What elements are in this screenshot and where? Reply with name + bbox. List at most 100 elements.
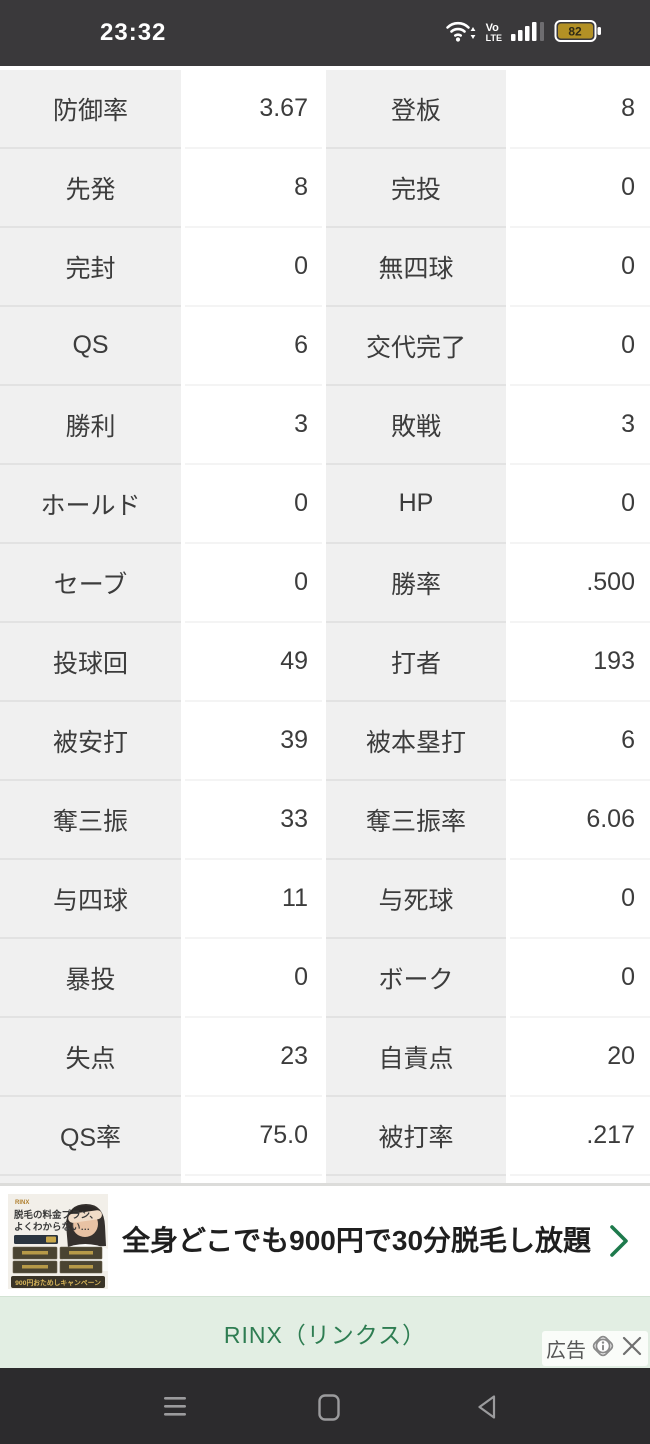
adchoices-info-icon[interactable] [590, 1333, 616, 1364]
stat-label: 奪三振率 [326, 781, 506, 860]
stat-value: .500 [510, 544, 650, 623]
stat-label: ホールド [0, 465, 181, 544]
stat-value: 0 [185, 465, 322, 544]
stat-value: 0 [510, 860, 650, 939]
ad-banner[interactable]: RINX 脱毛の料金プラン、 よくわからない… 900円おためしキャンペーン [0, 1186, 650, 1296]
battery-icon: 82 [554, 18, 602, 49]
table-row: セーブ 0 勝率 .500 [0, 544, 650, 623]
stat-label: 与死球 [326, 860, 506, 939]
stat-label: QS率 [0, 1097, 181, 1176]
stat-value: 3 [185, 386, 322, 465]
svg-text:RINX: RINX [15, 1200, 29, 1206]
wifi-icon [445, 18, 477, 49]
table-row: 先発 8 完投 0 [0, 149, 650, 228]
stat-label: QS [0, 307, 181, 386]
stat-label: 被打率 [326, 1097, 506, 1176]
close-ad-icon[interactable] [620, 1334, 644, 1363]
table-row: ホールド 0 HP 0 [0, 465, 650, 544]
stat-label: 勝率 [326, 544, 506, 623]
back-icon[interactable] [475, 1394, 499, 1425]
chevron-right-icon[interactable] [606, 1222, 632, 1260]
stat-value: 39 [185, 702, 322, 781]
table-row: 投球回 49 打者 193 [0, 623, 650, 702]
stat-label: 被本塁打 [326, 702, 506, 781]
stat-value: 6 [185, 307, 322, 386]
stat-value: 33 [185, 781, 322, 860]
table-row: 暴投 0 ボーク 0 [0, 939, 650, 1018]
stat-value: 8 [185, 149, 322, 228]
stat-value: 6 [510, 702, 650, 781]
stat-label: 敗戦 [326, 386, 506, 465]
stat-label: HP [326, 465, 506, 544]
stat-value: 0 [510, 465, 650, 544]
ad-advertiser-bar[interactable]: RINX（リンクス） 広告 [0, 1296, 650, 1368]
signal-bars-icon [511, 20, 545, 47]
pitching-stats-table: 防御率 3.67 登板 8 先発 8 完投 0 完封 0 無四球 0 QS 6 … [0, 66, 650, 1183]
table-row: QS率 75.0 被打率 .217 [0, 1097, 650, 1176]
stat-value: 0 [510, 939, 650, 1018]
svg-text:900円おためしキャンペーン: 900円おためしキャンペーン [15, 1278, 101, 1287]
stat-value [510, 1176, 650, 1183]
divider [0, 1183, 650, 1186]
stat-label: 与四球 [0, 860, 181, 939]
table-row: 奪三振 33 奪三振率 6.06 [0, 781, 650, 860]
stat-value: 23 [185, 1018, 322, 1097]
stat-value: 49 [185, 623, 322, 702]
table-row: 与四球 11 与死球 0 [0, 860, 650, 939]
stat-value: 20 [510, 1018, 650, 1097]
advertiser-name[interactable]: RINX（リンクス） [223, 1321, 427, 1348]
stat-label: 投球回 [0, 623, 181, 702]
stat-value: 0 [185, 228, 322, 307]
stat-label: 被安打 [0, 702, 181, 781]
stat-label: セーブ [0, 544, 181, 623]
volte-indicator: Vo LTE [485, 22, 502, 43]
stat-label: ボーク [326, 939, 506, 1018]
stat-label: 暴投 [0, 939, 181, 1018]
stat-label: 奪三振 [0, 781, 181, 860]
stat-value: 3 [510, 386, 650, 465]
stat-label: 交代完了 [326, 307, 506, 386]
table-row [0, 1176, 650, 1183]
stat-value: 0 [510, 228, 650, 307]
stat-label: 先発 [0, 149, 181, 228]
svg-text:よくわからない…: よくわからない… [14, 1222, 90, 1233]
stat-value: 75.0 [185, 1097, 322, 1176]
stat-label: 勝利 [0, 386, 181, 465]
stat-value: 0 [185, 939, 322, 1018]
ad-thumbnail-image[interactable]: RINX 脱毛の料金プラン、 よくわからない… 900円おためしキャンペーン [8, 1193, 108, 1289]
svg-text:脱毛の料金プラン、: 脱毛の料金プラン、 [14, 1209, 99, 1221]
ad-label: 広告 [546, 1340, 586, 1362]
ad-label-pill: 広告 [542, 1331, 648, 1366]
stat-value: 0 [185, 544, 322, 623]
table-row: 失点 23 自責点 20 [0, 1018, 650, 1097]
android-nav-bar [0, 1368, 650, 1444]
table-row: 防御率 3.67 登板 8 [0, 70, 650, 149]
recents-menu-icon[interactable] [163, 1394, 187, 1425]
stat-value: 0 [510, 307, 650, 386]
stat-value: 11 [185, 860, 322, 939]
stat-label [0, 1176, 181, 1183]
home-icon[interactable] [318, 1394, 340, 1426]
status-bar: 23:32 Vo LTE [0, 0, 650, 66]
stat-value: 0 [510, 149, 650, 228]
stat-label: 打者 [326, 623, 506, 702]
stat-label: 登板 [326, 70, 506, 149]
stat-value: 8 [510, 70, 650, 149]
table-row: 勝利 3 敗戦 3 [0, 386, 650, 465]
stat-label [326, 1176, 506, 1183]
clock: 23:32 [100, 19, 167, 46]
status-icons: Vo LTE 82 [445, 18, 602, 49]
stat-label: 無四球 [326, 228, 506, 307]
table-row: QS 6 交代完了 0 [0, 307, 650, 386]
table-row: 被安打 39 被本塁打 6 [0, 702, 650, 781]
stat-value [185, 1176, 322, 1183]
stat-value: 6.06 [510, 781, 650, 860]
stat-label: 自責点 [326, 1018, 506, 1097]
table-row: 完封 0 無四球 0 [0, 228, 650, 307]
stat-label: 防御率 [0, 70, 181, 149]
svg-text:82: 82 [568, 24, 582, 38]
stat-label: 失点 [0, 1018, 181, 1097]
ad-headline[interactable]: 全身どこでも900円で30分脱毛し放題 [122, 1225, 592, 1256]
stat-label: 完投 [326, 149, 506, 228]
